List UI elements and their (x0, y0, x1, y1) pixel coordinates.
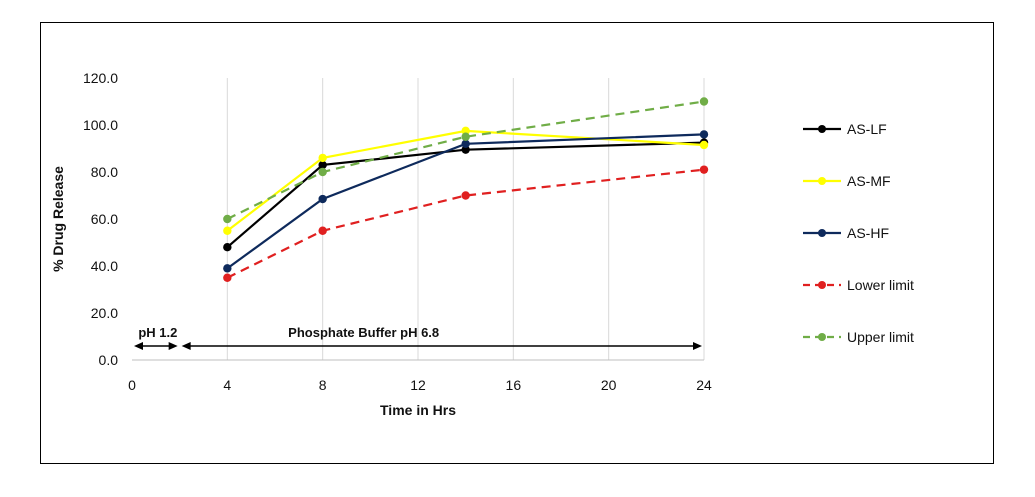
axes: 0 4 8 12 16 20 24 0.0 20.0 40.0 60.0 80.0 100.0 120.0 (83, 70, 712, 393)
data-point (699, 97, 709, 106)
x-axis-title: Time in Hrs (380, 402, 456, 418)
legend-marker (818, 125, 826, 133)
annotation-label: Phosphate Buffer pH 6.8 (288, 325, 439, 340)
y-tick-label: 100.0 (83, 117, 118, 133)
data-point (223, 226, 232, 235)
data-point (318, 160, 327, 170)
series-as-hf (223, 130, 709, 273)
data-point (461, 132, 470, 141)
grid-lines (226, 78, 705, 360)
data-point (223, 273, 232, 282)
data-point (223, 264, 232, 273)
data-point (461, 191, 470, 200)
data-point (318, 194, 327, 204)
legend-entry: AS-HF (803, 225, 889, 241)
series-line (226, 168, 705, 279)
data-point (318, 226, 327, 235)
x-tick-label: 0 (128, 377, 136, 393)
chart-frame: 0 4 8 12 16 20 24 0.0 20.0 40.0 60.0 80.0 100.0 120.0… (40, 22, 994, 464)
x-tick-label: 20 (601, 377, 617, 393)
data-point (223, 243, 232, 252)
data-point (461, 126, 470, 136)
legend-entry: Lower limit (803, 277, 914, 293)
y-tick-label: 0.0 (99, 352, 119, 368)
y-tick-label: 20.0 (91, 305, 118, 321)
data-point (699, 165, 709, 174)
legend-marker (818, 333, 826, 341)
legend-label: AS-MF (847, 173, 891, 189)
data-point (223, 214, 232, 224)
x-tick-label: 8 (319, 377, 327, 393)
series-line (226, 100, 705, 220)
data-point (318, 153, 327, 163)
y-tick-label: 80.0 (91, 164, 118, 180)
legend-label: Upper limit (847, 329, 914, 345)
annotations: pH 1.2 Phosphate Buffer pH 6.8 (134, 325, 702, 350)
data-point (318, 167, 327, 177)
x-tick-label: 24 (696, 377, 712, 393)
legend-marker (818, 281, 826, 289)
arrowhead-right (168, 342, 178, 350)
y-tick-label: 60.0 (91, 211, 118, 227)
data-point (461, 139, 470, 148)
legend-entry: AS-MF (803, 173, 891, 189)
data-point (699, 140, 709, 150)
x-tick-label: 12 (410, 377, 426, 393)
series-as-lf (223, 138, 709, 252)
arrowhead-left (181, 342, 191, 350)
legend-label: Lower limit (847, 277, 914, 293)
annotation-label: pH 1.2 (138, 325, 177, 340)
line-chart: 0 4 8 12 16 20 24 0.0 20.0 40.0 60.0 80.0 100.0 120.0… (50, 70, 914, 418)
legend-entry: Upper limit (803, 329, 914, 345)
y-axis-title: % Drug Release (50, 166, 66, 272)
series (223, 97, 709, 282)
legend-label: AS-HF (847, 225, 889, 241)
y-tick-label: 40.0 (91, 258, 118, 274)
arrowhead-left (134, 342, 143, 350)
series-lower-limit (223, 165, 709, 282)
legend-marker (818, 229, 826, 237)
data-point (461, 145, 470, 154)
legend-entry: AS-LF (803, 121, 887, 137)
series-line (226, 141, 705, 249)
series-upper-limit (223, 97, 709, 224)
data-point (699, 130, 709, 139)
legend: AS-LF AS-MF AS-HF Lower limit Upper limit (803, 121, 914, 345)
legend-marker (818, 177, 826, 185)
x-tick-label: 4 (223, 377, 231, 393)
series-line (226, 133, 705, 270)
x-tick-label: 16 (506, 377, 522, 393)
arrowhead-right (693, 342, 702, 350)
legend-label: AS-LF (847, 121, 887, 137)
y-tick-label: 120.0 (83, 70, 118, 86)
